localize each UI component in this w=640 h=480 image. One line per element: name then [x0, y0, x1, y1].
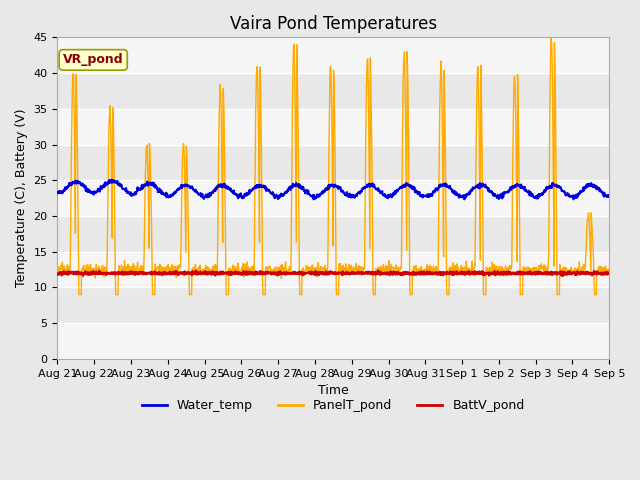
Bar — [58, 252, 609, 288]
Bar — [58, 180, 609, 216]
X-axis label: Time: Time — [318, 384, 349, 397]
Bar — [58, 323, 609, 359]
Text: VR_pond: VR_pond — [63, 53, 124, 66]
Bar — [58, 144, 609, 180]
Legend: Water_temp, PanelT_pond, BattV_pond: Water_temp, PanelT_pond, BattV_pond — [137, 394, 529, 417]
Bar — [58, 216, 609, 252]
Bar — [58, 109, 609, 144]
Bar — [58, 288, 609, 323]
Y-axis label: Temperature (C), Battery (V): Temperature (C), Battery (V) — [15, 109, 28, 288]
Bar — [58, 73, 609, 109]
Bar — [58, 37, 609, 73]
Title: Vaira Pond Temperatures: Vaira Pond Temperatures — [230, 15, 437, 33]
